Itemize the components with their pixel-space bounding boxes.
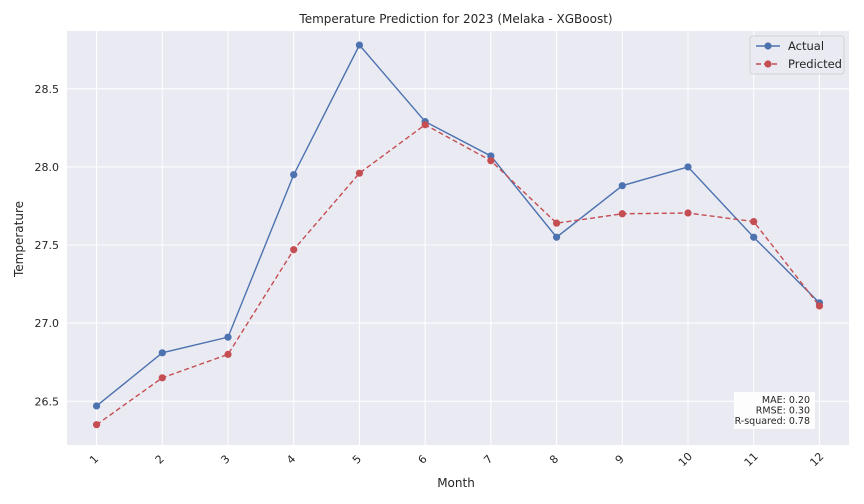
x-tick-label: 12 xyxy=(807,450,826,469)
x-tick-label: 5 xyxy=(350,452,364,466)
data-point-actual xyxy=(224,333,232,341)
data-point-predicted xyxy=(750,217,758,226)
data-point-predicted xyxy=(224,350,232,358)
x-tick-label: 9 xyxy=(613,452,627,466)
y-tick-label: 28.5 xyxy=(35,83,60,96)
metrics-box xyxy=(734,392,815,429)
data-point-actual xyxy=(355,41,364,49)
legend-label-predicted: Predicted xyxy=(788,57,842,71)
y-axis-label: Temperature xyxy=(12,201,26,278)
data-point-predicted xyxy=(618,210,626,218)
y-tick-label: 27.5 xyxy=(35,239,60,252)
y-tick-label: 26.5 xyxy=(35,395,60,408)
legend-label-actual: Actual xyxy=(788,39,824,53)
metric-line: R-squared: 0.78 xyxy=(735,416,810,427)
data-point-predicted xyxy=(92,421,101,429)
data-point-predicted xyxy=(158,374,166,382)
data-point-predicted xyxy=(290,246,298,254)
series-layer xyxy=(92,41,824,429)
metric-line: RMSE: 0.30 xyxy=(756,406,810,417)
x-tick-label: 1 xyxy=(87,452,101,466)
plot-area xyxy=(67,31,849,445)
data-point-predicted xyxy=(552,219,561,227)
legend-marker-actual xyxy=(764,42,772,50)
data-point-predicted xyxy=(421,121,429,129)
x-tick-label: 11 xyxy=(742,450,761,469)
x-tick-label: 4 xyxy=(284,452,298,466)
x-tick-label: 3 xyxy=(218,452,232,466)
data-point-actual xyxy=(158,349,166,357)
data-point-predicted xyxy=(355,169,364,177)
metric-line: MAE: 0.20 xyxy=(762,395,810,406)
data-point-actual xyxy=(92,402,101,410)
x-tick-label: 2 xyxy=(153,452,167,466)
x-axis: 1 2 3 4 5 6 7 8 9 10 11 12 xyxy=(87,450,826,469)
chart-title: Temperature Prediction for 2023 (Melaka … xyxy=(298,12,612,26)
legend-marker-predicted xyxy=(764,60,772,68)
data-point-actual xyxy=(750,233,758,241)
data-point-predicted xyxy=(487,157,495,165)
y-axis: 26.5 27.0 27.5 28.0 28.5 xyxy=(35,83,60,408)
data-point-actual xyxy=(684,163,692,171)
x-axis-label: Month xyxy=(437,476,475,490)
data-point-actual xyxy=(618,182,626,190)
x-tick-label: 8 xyxy=(547,452,561,466)
legend: Actual Predicted xyxy=(749,35,845,75)
y-tick-label: 28.0 xyxy=(35,161,60,174)
x-tick-label: 6 xyxy=(416,452,430,466)
series-line-actual xyxy=(96,43,820,407)
x-tick-label: 10 xyxy=(676,450,695,469)
y-tick-label: 27.0 xyxy=(35,317,60,330)
data-point-predicted xyxy=(815,302,824,310)
series-line-predicted xyxy=(96,123,820,426)
x-tick-label: 7 xyxy=(481,452,495,466)
data-point-predicted xyxy=(684,209,692,217)
data-point-actual xyxy=(290,171,298,179)
data-point-actual xyxy=(552,233,561,241)
grid xyxy=(67,31,849,445)
